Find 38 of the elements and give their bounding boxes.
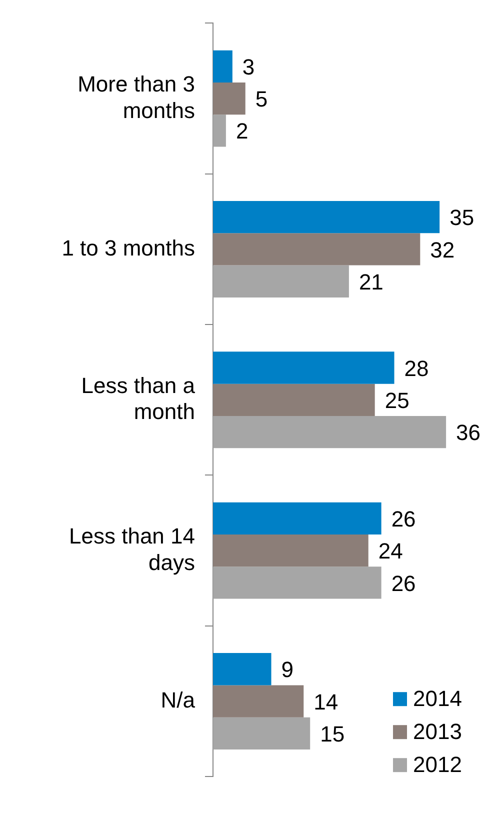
data-label: 15	[320, 721, 345, 746]
data-label: 28	[404, 356, 429, 381]
bar	[213, 201, 440, 234]
data-label: 5	[255, 86, 268, 112]
bar	[213, 653, 272, 686]
bar	[213, 82, 246, 115]
data-label: 26	[391, 570, 416, 596]
y-tick-label: Less than a month	[81, 372, 196, 424]
data-label: 24	[378, 538, 403, 564]
bar	[213, 352, 394, 384]
data-label: 36	[456, 420, 481, 446]
bar	[213, 416, 446, 448]
data-label: 2	[236, 118, 248, 144]
data-label: 26	[391, 506, 416, 532]
y-tick-label: N/a	[160, 687, 196, 712]
data-label: 25	[384, 388, 410, 413]
y-tick-label: Less than 14 days	[69, 523, 195, 575]
data-label: 3	[242, 54, 255, 80]
data-label: 21	[358, 269, 384, 294]
bar	[213, 50, 232, 82]
bar	[213, 502, 382, 535]
data-label: 35	[450, 205, 474, 230]
bar	[213, 233, 420, 266]
y-tick-label: More than 3 months	[78, 71, 195, 123]
data-label: 14	[314, 689, 338, 714]
legend-label: 2012	[413, 752, 462, 778]
bar	[213, 384, 375, 416]
y-tick-label: 1 to 3 months	[62, 235, 195, 260]
bar	[213, 114, 226, 147]
legend-label: 2014	[413, 686, 462, 712]
bar	[213, 717, 310, 750]
bar	[213, 566, 382, 599]
bar	[213, 265, 349, 298]
data-label: 32	[430, 237, 455, 262]
bar	[213, 685, 304, 718]
legend-label: 2013	[413, 719, 462, 744]
bar	[213, 534, 368, 567]
data-label: 9	[281, 657, 294, 682]
